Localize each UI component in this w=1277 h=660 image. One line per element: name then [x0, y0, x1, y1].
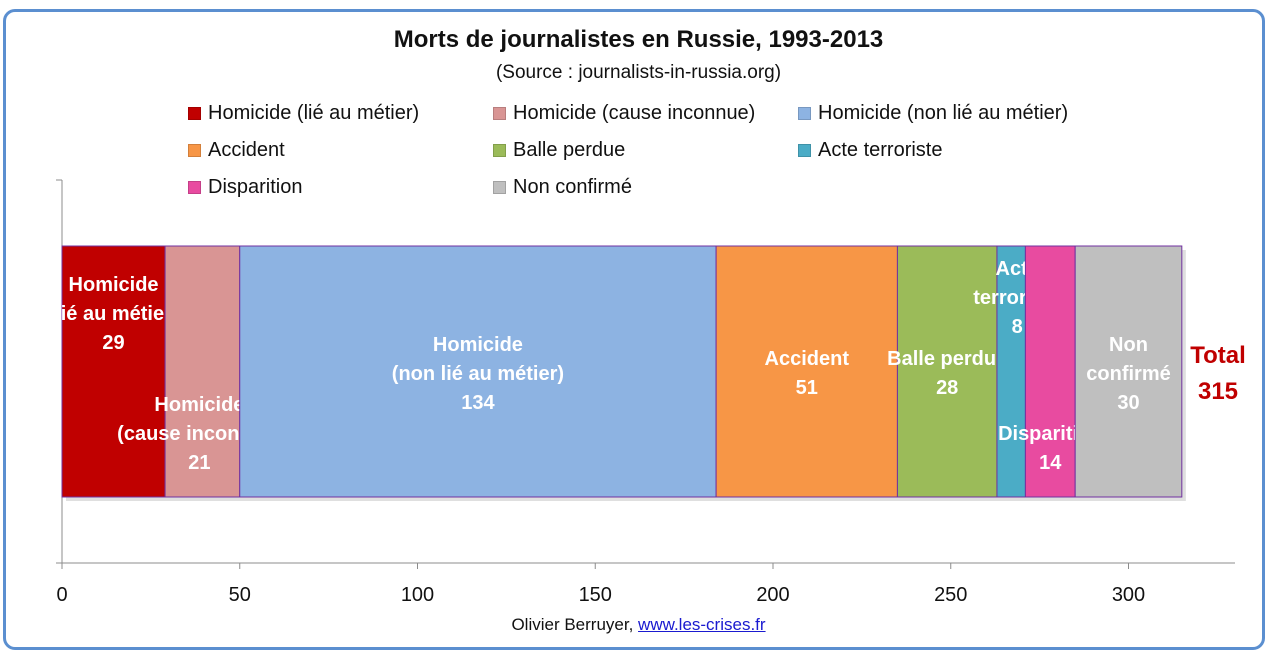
legend-item-non-confirme: Non confirmé	[493, 176, 632, 199]
data-label-text: Accident	[765, 348, 850, 370]
total-value: 315	[1198, 378, 1238, 405]
bar-segment-homicide-cause-inconnue	[164, 245, 241, 498]
data-label-homicide-lie-au-metier: Homicide (lié au métier) 29	[49, 274, 179, 354]
legend-swatch	[188, 144, 201, 157]
legend-label: Balle perdue	[513, 139, 626, 161]
legend-swatch	[493, 144, 506, 157]
data-label-text: (lié au métier)	[49, 303, 179, 325]
legend-item-balle-perdue: Balle perdue	[493, 139, 625, 162]
legend-label: Homicide (cause inconnue)	[513, 102, 756, 124]
legend-item-homicide-lie-au-metier: Homicide (lié au métier)	[188, 102, 419, 125]
legend-item-accident: Accident	[188, 139, 285, 162]
x-tick-label: 250	[934, 584, 967, 606]
bar-segment-accident	[715, 245, 898, 498]
data-label-value: 14	[1039, 452, 1062, 474]
data-label-accident: Accident 51	[765, 348, 850, 399]
data-label-text: confirmé	[1086, 363, 1170, 385]
legend-swatch	[798, 107, 811, 120]
chart-subtitle: (Source : journalists-in-russia.org)	[495, 62, 782, 83]
data-label-text: (non lié au métier)	[392, 363, 564, 385]
legend-item-acte-terroriste: Acte terroriste	[798, 139, 942, 162]
legend-swatch	[493, 107, 506, 120]
x-tick-label: 0	[56, 584, 67, 606]
data-label-value: 29	[102, 332, 124, 354]
bar-segment-balle-perdue	[896, 245, 998, 498]
data-label-value: 134	[461, 392, 495, 414]
legend-label: Non confirmé	[513, 176, 632, 198]
data-label-balle-perdue: Balle perdue 28	[887, 348, 1007, 399]
x-tick-label: 150	[579, 584, 612, 606]
legend-swatch	[798, 144, 811, 157]
legend-item-homicide-non-lie-au-metier: Homicide (non lié au métier)	[798, 102, 1068, 125]
chart-title: Morts de journalistes en Russie, 1993-20…	[393, 26, 884, 53]
data-label-value: 51	[796, 377, 818, 399]
data-label-text: Homicide	[433, 334, 523, 356]
data-label-text: Balle perdue	[887, 348, 1007, 370]
legend-label: Homicide (non lié au métier)	[818, 102, 1069, 124]
data-label-text: Non	[1109, 334, 1148, 356]
x-tick-label: 300	[1112, 584, 1145, 606]
legend-label: Acte terroriste	[818, 139, 943, 161]
data-label-non-confirme: Non confirmé 30	[1086, 334, 1170, 414]
legend-swatch	[188, 107, 201, 120]
legend-label: Accident	[208, 139, 285, 161]
data-label-value: 21	[188, 452, 210, 474]
bar-segment-disparition	[1024, 245, 1076, 498]
x-tick-label: 200	[756, 584, 789, 606]
credit-author: Olivier Berruyer,	[511, 615, 634, 634]
data-label-text: Homicide	[154, 394, 244, 416]
data-label-value: 8	[1012, 316, 1023, 338]
legend-label: Homicide (lié au métier)	[208, 102, 420, 124]
bar-segment-homicide-lie-au-metier	[61, 245, 166, 498]
legend-item-homicide-cause-inconnue: Homicide (cause inconnue)	[493, 102, 755, 125]
legend-label: Disparition	[208, 176, 303, 198]
data-label-value: 30	[1117, 392, 1139, 414]
total-label: Total	[1190, 342, 1246, 369]
bar-segment-non-confirme	[1074, 245, 1183, 498]
legend-item-disparition: Disparition	[188, 176, 302, 199]
data-label-value: 28	[936, 377, 958, 399]
credit-link[interactable]: www.les-crises.fr	[638, 615, 766, 634]
data-label-text: Homicide	[69, 274, 159, 296]
x-tick-label: 100	[401, 584, 434, 606]
x-tick-label: 50	[229, 584, 251, 606]
data-label-homicide-non-lie-au-metier: Homicide (non lié au métier) 134	[392, 334, 564, 414]
bar-segment-acte-terroriste	[996, 245, 1026, 498]
legend-swatch	[493, 181, 506, 194]
credit-line: Olivier Berruyer, www.les-crises.fr	[0, 615, 1277, 635]
bar-segment-homicide-non-lie-au-metier	[239, 245, 717, 498]
legend-swatch	[188, 181, 201, 194]
